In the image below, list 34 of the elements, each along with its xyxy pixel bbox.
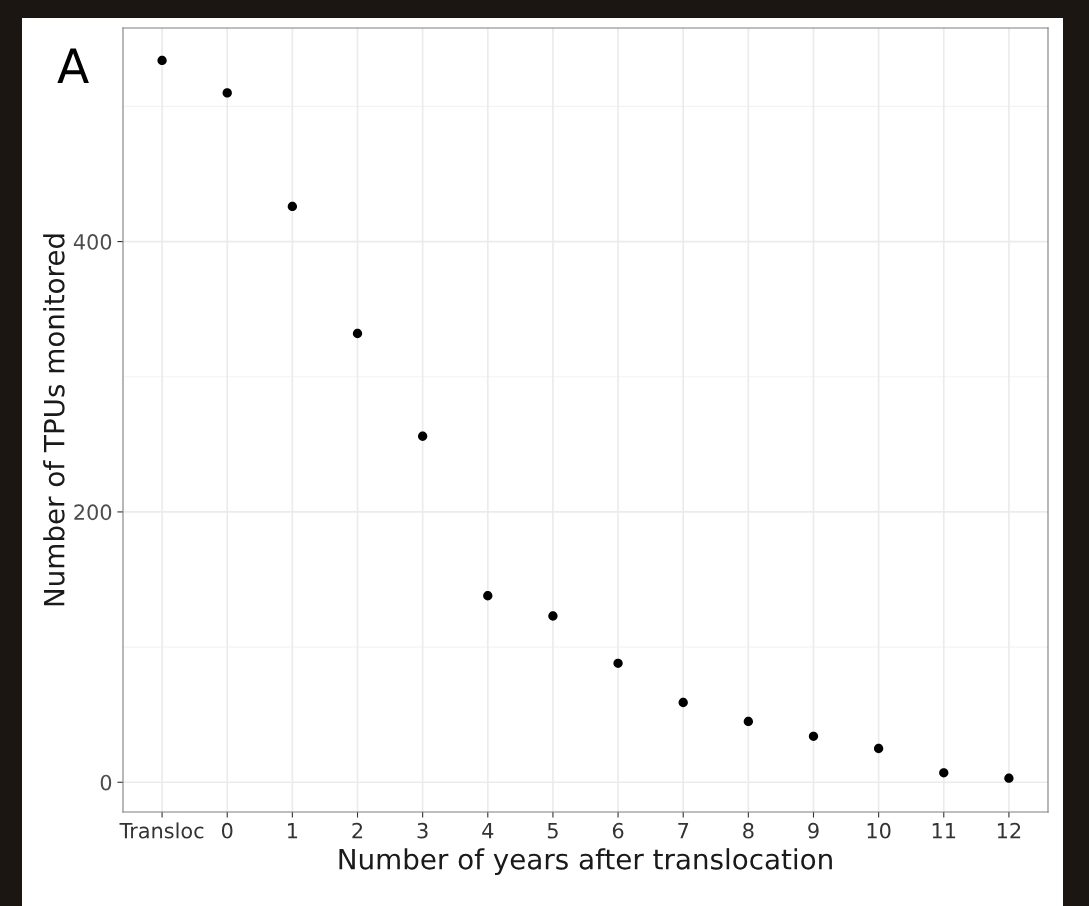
x-tick-label: 11: [932, 823, 956, 839]
x-tick-label: 10: [867, 822, 891, 839]
x-tick-label: 0: [221, 822, 233, 839]
x-tick-label: 4: [482, 823, 494, 839]
y-axis-title: Number of TPUs monitored: [43, 234, 65, 606]
point: [483, 591, 493, 601]
x-tick-label: 7: [678, 823, 689, 839]
y-tick-label: 200: [74, 504, 112, 521]
point: [287, 201, 298, 212]
point: [808, 731, 819, 741]
point: [222, 88, 232, 98]
x-tick-label: 12: [997, 822, 1021, 839]
point: [1004, 773, 1014, 783]
text: A: [57, 48, 89, 84]
point: [873, 743, 884, 754]
point: [939, 768, 949, 778]
point: [417, 431, 428, 441]
x-tick-label: 8: [743, 822, 754, 839]
point: [548, 611, 558, 621]
x-tick-label: Transloc: [119, 822, 204, 839]
x-tick-label: 5: [547, 823, 558, 839]
y-tick-label: 400: [73, 234, 112, 250]
x-tick-label: 2: [352, 822, 363, 839]
point: [613, 658, 623, 668]
point: [743, 716, 754, 727]
point: [157, 55, 167, 66]
point: [678, 697, 688, 708]
x-tick-label: 9: [808, 822, 819, 839]
point: [352, 328, 363, 339]
x-tick-label: 1: [288, 823, 298, 839]
x-tick-label: 3: [417, 822, 428, 839]
x-tick-label: 6: [612, 822, 624, 839]
y-tick-label: 0: [100, 774, 112, 791]
x-axis-title: Number of years after translocation: [339, 848, 832, 876]
